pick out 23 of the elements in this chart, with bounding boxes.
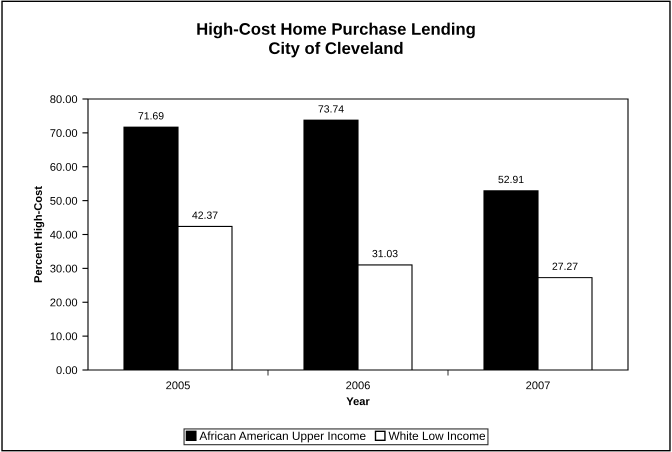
y-tick-label: 0.00 bbox=[56, 366, 78, 374]
y-tick-label: 20.00 bbox=[50, 298, 78, 306]
legend-label: African American Upper Income bbox=[199, 431, 366, 442]
legend-label: White Low Income bbox=[388, 431, 486, 440]
x-tick-label: 2006 bbox=[346, 381, 370, 390]
y-tick-label: 60.00 bbox=[50, 163, 78, 171]
y-tick-label: 70.00 bbox=[50, 129, 78, 138]
chart-title: High-Cost Home Purchase Lending City of Cleveland bbox=[197, 22, 475, 58]
data-label: 71.69 bbox=[138, 112, 164, 120]
x-tick-label: 2007 bbox=[526, 381, 550, 390]
data-label: 42.37 bbox=[192, 211, 218, 219]
y-tick-label: 40.00 bbox=[50, 230, 78, 239]
y-axis-title: Percent High-Cost bbox=[34, 186, 44, 282]
x-axis-title: Year bbox=[346, 397, 370, 406]
y-tick-label: 10.00 bbox=[50, 332, 78, 340]
y-tick-label: 50.00 bbox=[50, 196, 78, 205]
data-label: 27.27 bbox=[552, 262, 578, 270]
y-tick-label: 80.00 bbox=[50, 95, 78, 104]
data-label: 52.91 bbox=[498, 176, 524, 184]
data-label: 73.74 bbox=[318, 105, 344, 113]
x-tick-label: 2005 bbox=[166, 381, 190, 390]
y-tick-label: 30.00 bbox=[50, 264, 78, 273]
data-label: 31.03 bbox=[372, 250, 398, 258]
